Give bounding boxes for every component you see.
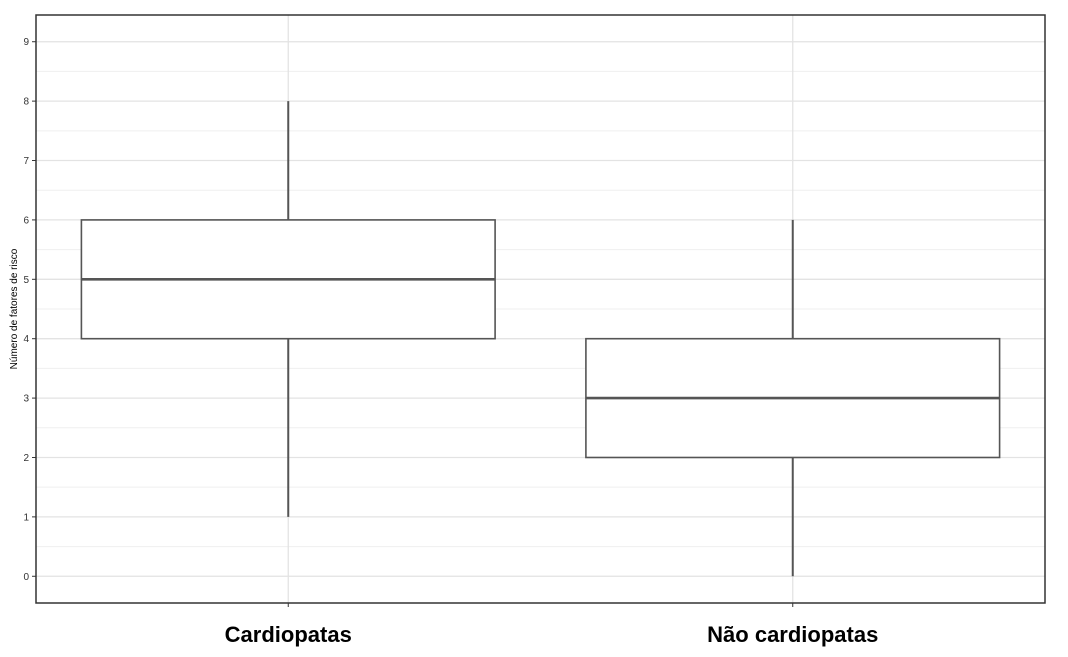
x-axis: Cardiopatas Não cardiopatas (225, 603, 878, 647)
y-tick-label: 6 (23, 215, 29, 226)
y-tick-label: 1 (23, 512, 29, 523)
x-category-label: Não cardiopatas (707, 622, 878, 647)
y-tick-label: 4 (23, 334, 29, 345)
box-1 (585, 219, 1001, 577)
x-category-label: Cardiopatas (225, 622, 352, 647)
y-tick-label: 7 (23, 156, 29, 167)
y-axis-title: Número de fatores de risco (9, 248, 20, 369)
y-tick-label: 2 (23, 453, 29, 464)
y-tick-label: 9 (23, 37, 29, 48)
y-tick-label: 0 (23, 572, 29, 583)
y-tick-label: 5 (23, 275, 29, 286)
y-axis: 0 1 2 3 4 5 6 7 8 9 (23, 37, 36, 583)
y-tick-label: 8 (23, 97, 29, 108)
panel-border (35, 14, 1046, 604)
boxes (80, 101, 1001, 577)
box-0 (80, 101, 496, 517)
y-tick-label: 3 (23, 394, 29, 405)
